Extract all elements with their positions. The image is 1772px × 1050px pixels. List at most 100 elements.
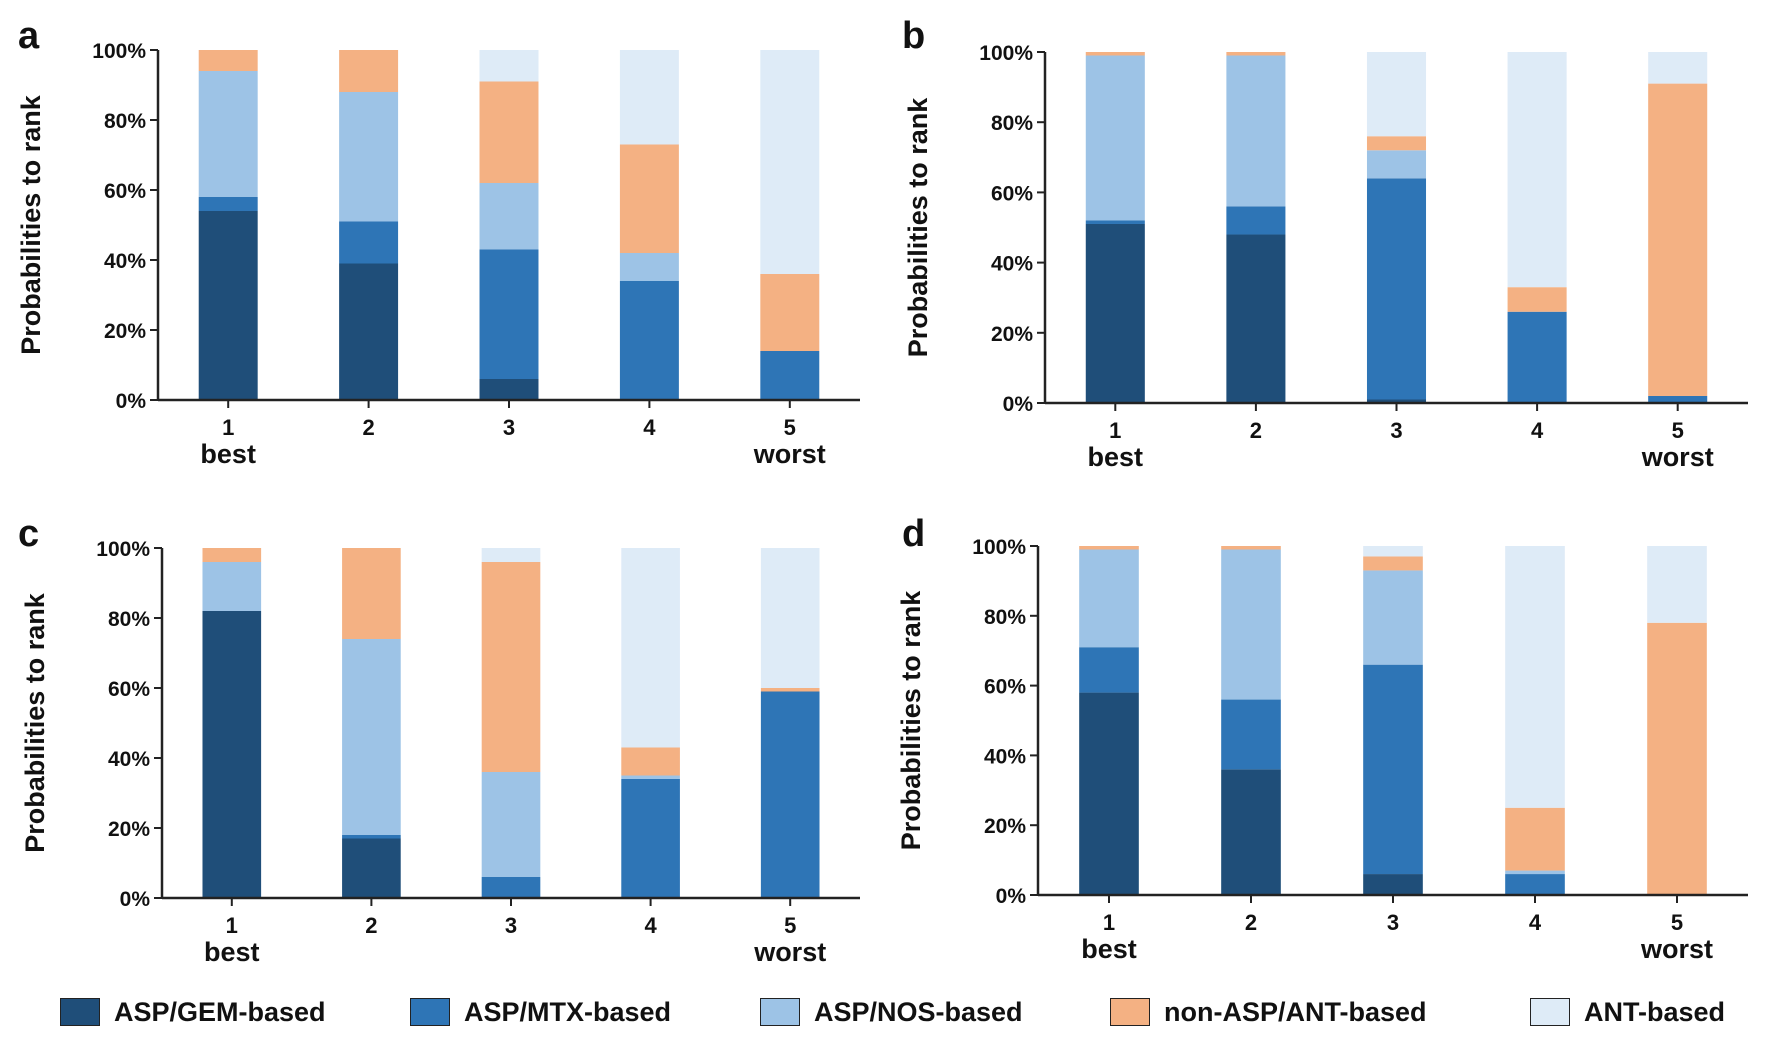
legend-swatch [760, 998, 800, 1026]
bar-segment [1363, 874, 1423, 895]
bar-segment [479, 379, 539, 400]
bar-segment [198, 197, 258, 211]
bar-segment [1647, 622, 1707, 895]
bar-segment [621, 779, 680, 898]
bar-segment [1363, 664, 1423, 875]
bar-segment [1647, 546, 1707, 623]
chart-panel-a: a Probabilities to rank 0% 20% 40% 60% 80% 100%… [16, 15, 860, 469]
y-tick-label: 20% [108, 818, 150, 841]
x-tick-label: 3 [503, 415, 515, 440]
bar-segment [1363, 546, 1423, 557]
bar-segment [1648, 83, 1708, 396]
bar-segment [1085, 220, 1145, 224]
panel-label: c [18, 513, 39, 555]
x-tick-label: 5 [1671, 910, 1683, 935]
x-tick-label: 3 [505, 913, 517, 938]
y-tick-label: 0% [116, 390, 147, 413]
x-tick-label: 2 [362, 415, 374, 440]
x-sublabel: worst [753, 439, 826, 469]
y-tick-label: 0% [1003, 393, 1034, 416]
panel-label: a [18, 15, 40, 57]
bar-segment [1505, 807, 1565, 871]
bar-segment [619, 253, 679, 281]
bar-segment [339, 263, 399, 400]
bar-segment [1079, 549, 1139, 648]
bar-segment [479, 249, 539, 379]
bar-segment [198, 71, 258, 197]
legend-item: ASP/GEM-based [60, 990, 326, 1034]
y-tick-label: 100% [979, 42, 1033, 65]
x-sublabel: worst [1640, 934, 1713, 964]
bar-segment [198, 50, 258, 71]
bar-segment [1079, 647, 1139, 693]
legend-item: non-ASP/ANT-based [1110, 990, 1427, 1034]
legend-label: ASP/MTX-based [464, 996, 672, 1027]
bar-segment [1221, 546, 1281, 550]
x-tick-label: 3 [1387, 910, 1399, 935]
bar-segment [1648, 52, 1708, 84]
y-tick-label: 0% [120, 888, 151, 911]
y-axis-title: Probabilities to rank [16, 94, 46, 355]
bar-segment [1366, 178, 1427, 400]
bar-segment [1363, 570, 1423, 665]
legend-swatch [1530, 998, 1570, 1026]
legend-label: non-ASP/ANT-based [1164, 996, 1427, 1027]
x-tick-label: 2 [1250, 418, 1262, 443]
y-tick-label: 80% [104, 110, 146, 133]
y-axis-title: Probabilities to rank [903, 97, 933, 358]
y-tick-label: 60% [108, 678, 150, 701]
panel-label: b [902, 15, 925, 57]
y-axis-title: Probabilities to rank [896, 590, 926, 851]
bar-segment [619, 281, 679, 400]
bar-segment [481, 877, 541, 898]
x-tick-label: 2 [1245, 910, 1257, 935]
y-axis-title: Probabilities to rank [20, 592, 50, 853]
bar-segment [621, 775, 680, 779]
y-tick-label: 80% [108, 608, 150, 631]
y-tick-label: 80% [984, 606, 1026, 629]
x-sublabel: best [1081, 934, 1137, 964]
bar-segment [1507, 52, 1567, 288]
bar-segment [760, 691, 820, 898]
bar-segment [1505, 546, 1565, 808]
bar-segment [619, 144, 679, 253]
bar-segment [1079, 692, 1139, 895]
y-tick-label: 40% [984, 745, 1026, 768]
x-tick-label: 5 [1672, 418, 1684, 443]
x-tick-label: 4 [644, 913, 657, 938]
bar-segment [1366, 52, 1427, 137]
bar-segment [342, 835, 401, 839]
bar-segment [479, 183, 539, 250]
bar-segment [1221, 549, 1281, 700]
x-tick-label: 4 [1529, 910, 1542, 935]
bar-segment [198, 211, 258, 400]
x-tick-label: 1 [1103, 910, 1115, 935]
y-tick-label: 60% [104, 180, 146, 203]
bar-segment [621, 747, 680, 776]
y-tick-label: 20% [991, 323, 1033, 346]
y-tick-label: 40% [991, 253, 1033, 276]
x-sublabel: best [1088, 442, 1144, 472]
chart-panel-d: d Probabilities to rank 0% 20% 40% 60% 80% 100%… [896, 513, 1748, 964]
bar-segment [481, 548, 541, 562]
bar-segment [760, 351, 820, 400]
bar-segment [1085, 52, 1145, 56]
bar-segment [1221, 699, 1281, 770]
y-tick-label: 20% [104, 320, 146, 343]
x-tick-label: 3 [1390, 418, 1402, 443]
bar-segment [342, 838, 401, 898]
x-tick-label: 4 [643, 415, 656, 440]
bar-segment [202, 611, 262, 898]
bar-segment [621, 548, 680, 748]
legend-swatch [60, 998, 100, 1026]
y-tick-label: 80% [991, 112, 1033, 135]
bar-segment [1648, 395, 1708, 403]
x-sublabel: worst [1641, 442, 1714, 472]
x-tick-label: 5 [784, 913, 796, 938]
legend-label: ANT-based [1584, 996, 1726, 1027]
legend-label: ASP/GEM-based [114, 996, 326, 1027]
x-sublabel: best [200, 439, 256, 469]
x-tick-label: 1 [226, 913, 238, 938]
bar-segment [1221, 769, 1281, 895]
